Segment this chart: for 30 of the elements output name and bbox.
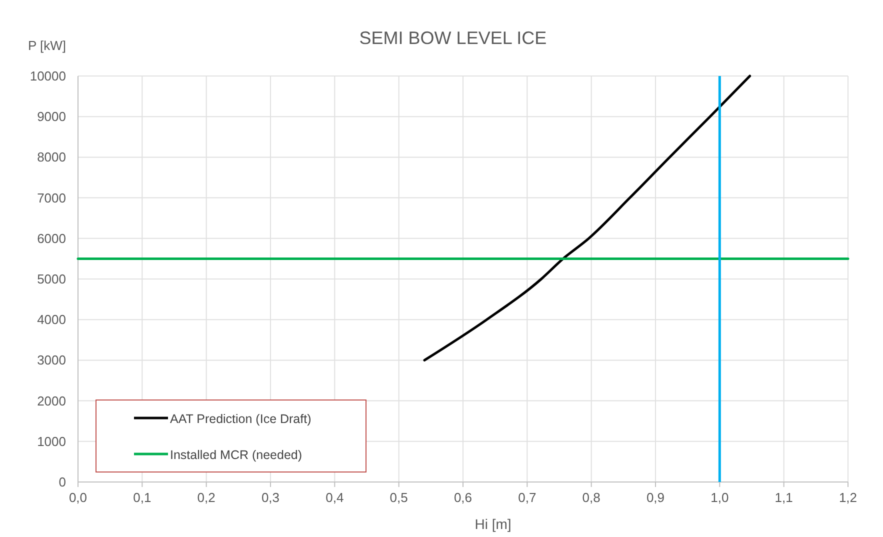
y-axis-title: P [kW] <box>28 38 66 53</box>
legend-label: Installed MCR (needed) <box>170 448 302 462</box>
line-series <box>423 74 752 362</box>
y-tick-label: 9000 <box>37 109 66 124</box>
legend-label: AAT Prediction (Ice Draft) <box>170 412 312 426</box>
x-tick-label: 0,6 <box>454 490 472 505</box>
y-tick-label: 5000 <box>37 272 66 286</box>
y-tick-label: 1000 <box>37 434 66 449</box>
x-tick-label: 0,7 <box>518 490 536 505</box>
x-tick-label: 0,0 <box>68 490 88 505</box>
y-tick-label: 3000 <box>37 352 66 368</box>
y-tick-label: 0 <box>58 474 66 490</box>
x-tick-label: 0,4 <box>326 490 344 505</box>
y-tick-label: 2000 <box>37 393 66 408</box>
y-tick-label: 10000 <box>30 68 66 84</box>
y-tick-label: 8000 <box>37 150 66 165</box>
y-tick-label: 7000 <box>37 190 66 206</box>
x-tick-label: 0,5 <box>390 490 408 505</box>
y-tick-label: 6000 <box>37 230 66 246</box>
chart-title: SEMI BOW LEVEL ICE <box>359 28 547 48</box>
x-axis-title: Hi [m] <box>474 516 512 532</box>
y-tick-label: 4000 <box>37 312 66 328</box>
x-tick-label: 0,8 <box>582 490 600 505</box>
x-tick-label: 1,1 <box>774 490 793 505</box>
x-tick-label: 0,9 <box>646 490 665 505</box>
x-tick-label: 0,3 <box>261 490 280 505</box>
x-tick-label: 0,1 <box>133 490 152 505</box>
x-tick-label: 1,0 <box>710 490 729 505</box>
x-tick-label: 1,2 <box>838 490 858 505</box>
x-tick-label: 0,2 <box>197 490 216 505</box>
